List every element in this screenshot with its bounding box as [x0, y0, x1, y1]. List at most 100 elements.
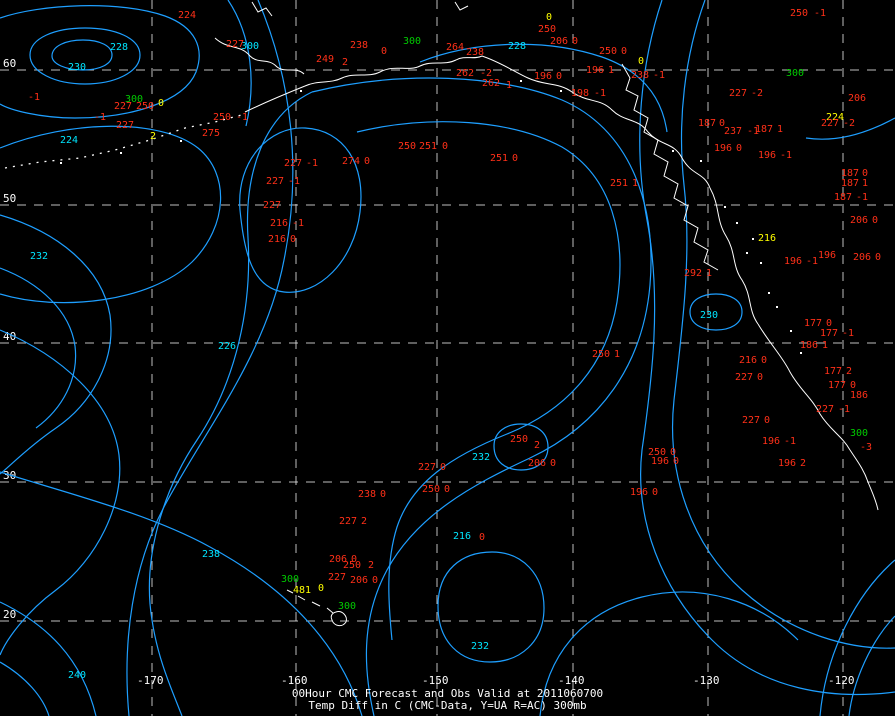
station-value-ac: 0	[572, 36, 578, 47]
station-value-ac: 0	[372, 575, 378, 586]
island-speck	[520, 80, 522, 82]
station-value-ac: 0	[850, 380, 856, 391]
station-value-ac: 238	[466, 47, 484, 58]
contour-line	[29, 27, 141, 85]
station-value-ac: 198	[571, 88, 589, 99]
station-value-ac: 1	[822, 340, 828, 351]
station-value-ac: -1	[842, 328, 854, 339]
island-speck	[300, 90, 302, 92]
contour-line	[0, 601, 97, 716]
coastline	[330, 611, 347, 627]
contour-line	[805, 117, 895, 140]
contour-label: 228	[110, 42, 128, 53]
island-speck	[120, 152, 122, 154]
island-speck	[672, 150, 674, 152]
contour-line	[437, 551, 545, 663]
station-value-ac: 0	[862, 168, 868, 179]
station-value-ac: 250	[538, 24, 556, 35]
contour-label: 232	[471, 641, 489, 652]
station-value-ac: 206	[850, 215, 868, 226]
station-value-ac: 0	[380, 489, 386, 500]
station-value-ac: 1	[632, 178, 638, 189]
station-value-ac: 0	[556, 71, 562, 82]
station-labels: 228 230 224 232 226 238 240 228 300 232 216 230 232 3…	[28, 8, 881, 681]
station-value-ac: -1	[292, 218, 304, 229]
station-value-ac: 2	[534, 440, 540, 451]
station-value-ac: 251	[419, 141, 437, 152]
coastline	[286, 589, 294, 594]
station-value-ac: 1	[614, 349, 620, 360]
station-value-ua: 0	[638, 56, 644, 67]
station-value-ac: 0	[479, 532, 485, 543]
station-value-ac: 227	[821, 118, 839, 129]
station-value-ac: 227	[339, 516, 357, 527]
lon-label: -130	[693, 674, 720, 687]
lat-label: 60	[3, 57, 16, 70]
coastline	[326, 607, 334, 614]
island-speck	[776, 306, 778, 308]
station-value-ac: 250	[510, 434, 528, 445]
coastlines	[4, 1, 879, 627]
station-value-ac: 187	[834, 192, 852, 203]
station-value-ac: 206	[848, 93, 866, 104]
lon-label: -150	[422, 674, 449, 687]
contour-line	[0, 329, 121, 656]
station-value-ua: 0	[546, 12, 552, 23]
contour-line	[639, 0, 895, 696]
station-value-ac: -1	[814, 8, 826, 19]
station-value-ac: 206	[329, 554, 347, 565]
station-value-ac: 0	[550, 458, 556, 469]
station-value-ac: 2	[846, 366, 852, 377]
station-value-ac: 227	[114, 101, 132, 112]
station-value-ac: 0	[875, 252, 881, 263]
station-value-ac: 196	[651, 456, 669, 467]
station-value-ac: 206	[350, 575, 368, 586]
station-value-ac: 0	[872, 215, 878, 226]
island-chain	[4, 113, 246, 169]
contour-label: 230	[68, 62, 86, 73]
contour-line	[51, 39, 113, 71]
contour-label: 224	[60, 135, 78, 146]
station-value-ac: 1	[506, 80, 512, 91]
station-value-ac: 227	[116, 120, 134, 131]
station-value-ac: 2	[361, 516, 367, 527]
station-value-ac: 187	[755, 124, 773, 135]
station-value-ac: 227	[266, 176, 284, 187]
station-value-ac: -1	[236, 112, 248, 123]
station-value-ac: 238	[358, 489, 376, 500]
contour-label: 232	[30, 251, 48, 262]
lon-label: -170	[137, 674, 164, 687]
island-speck	[790, 330, 792, 332]
contour-label: 228	[508, 41, 526, 52]
coastline	[709, 187, 759, 325]
station-value-ac: 0	[761, 355, 767, 366]
station-value-green: 300	[125, 94, 143, 105]
station-value-ac: 250	[648, 447, 666, 458]
station-value-ac: 0	[621, 46, 627, 57]
coastline	[481, 55, 711, 189]
lon-label: -160	[281, 674, 308, 687]
contour-line	[493, 423, 549, 471]
station-value-ac: 206	[550, 36, 568, 47]
station-value-ac: 227	[328, 572, 346, 583]
contour-line	[848, 615, 895, 716]
lat-label: 20	[3, 608, 16, 621]
map-title-line1: 00Hour CMC Forecast and Obs Valid at 201…	[291, 687, 604, 700]
station-value-ac: 227	[735, 372, 753, 383]
contour-line	[0, 5, 200, 119]
contour-label: 232	[472, 452, 490, 463]
station-value-ac: -1	[747, 126, 759, 137]
station-value-ac: 227	[226, 39, 244, 50]
station-value-ac: 206	[853, 252, 871, 263]
coastline	[297, 595, 306, 601]
station-value-ac: 0	[364, 156, 370, 167]
station-value-ac: 250	[136, 101, 154, 112]
station-value-ac: 224	[178, 10, 196, 21]
station-value-ac: 0	[826, 318, 832, 329]
station-value-ac: 177	[820, 328, 838, 339]
station-value-ac: 186	[800, 340, 818, 351]
island-speck	[560, 90, 562, 92]
station-value-ua: 0	[318, 583, 324, 594]
lon-label: -120	[828, 674, 855, 687]
